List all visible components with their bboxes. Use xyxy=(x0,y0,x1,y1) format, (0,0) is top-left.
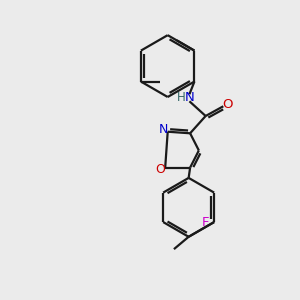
Text: H: H xyxy=(177,91,186,104)
Text: O: O xyxy=(155,163,165,176)
Text: N: N xyxy=(184,91,194,104)
Text: O: O xyxy=(222,98,232,111)
Text: F: F xyxy=(202,216,209,229)
Text: N: N xyxy=(159,123,168,136)
